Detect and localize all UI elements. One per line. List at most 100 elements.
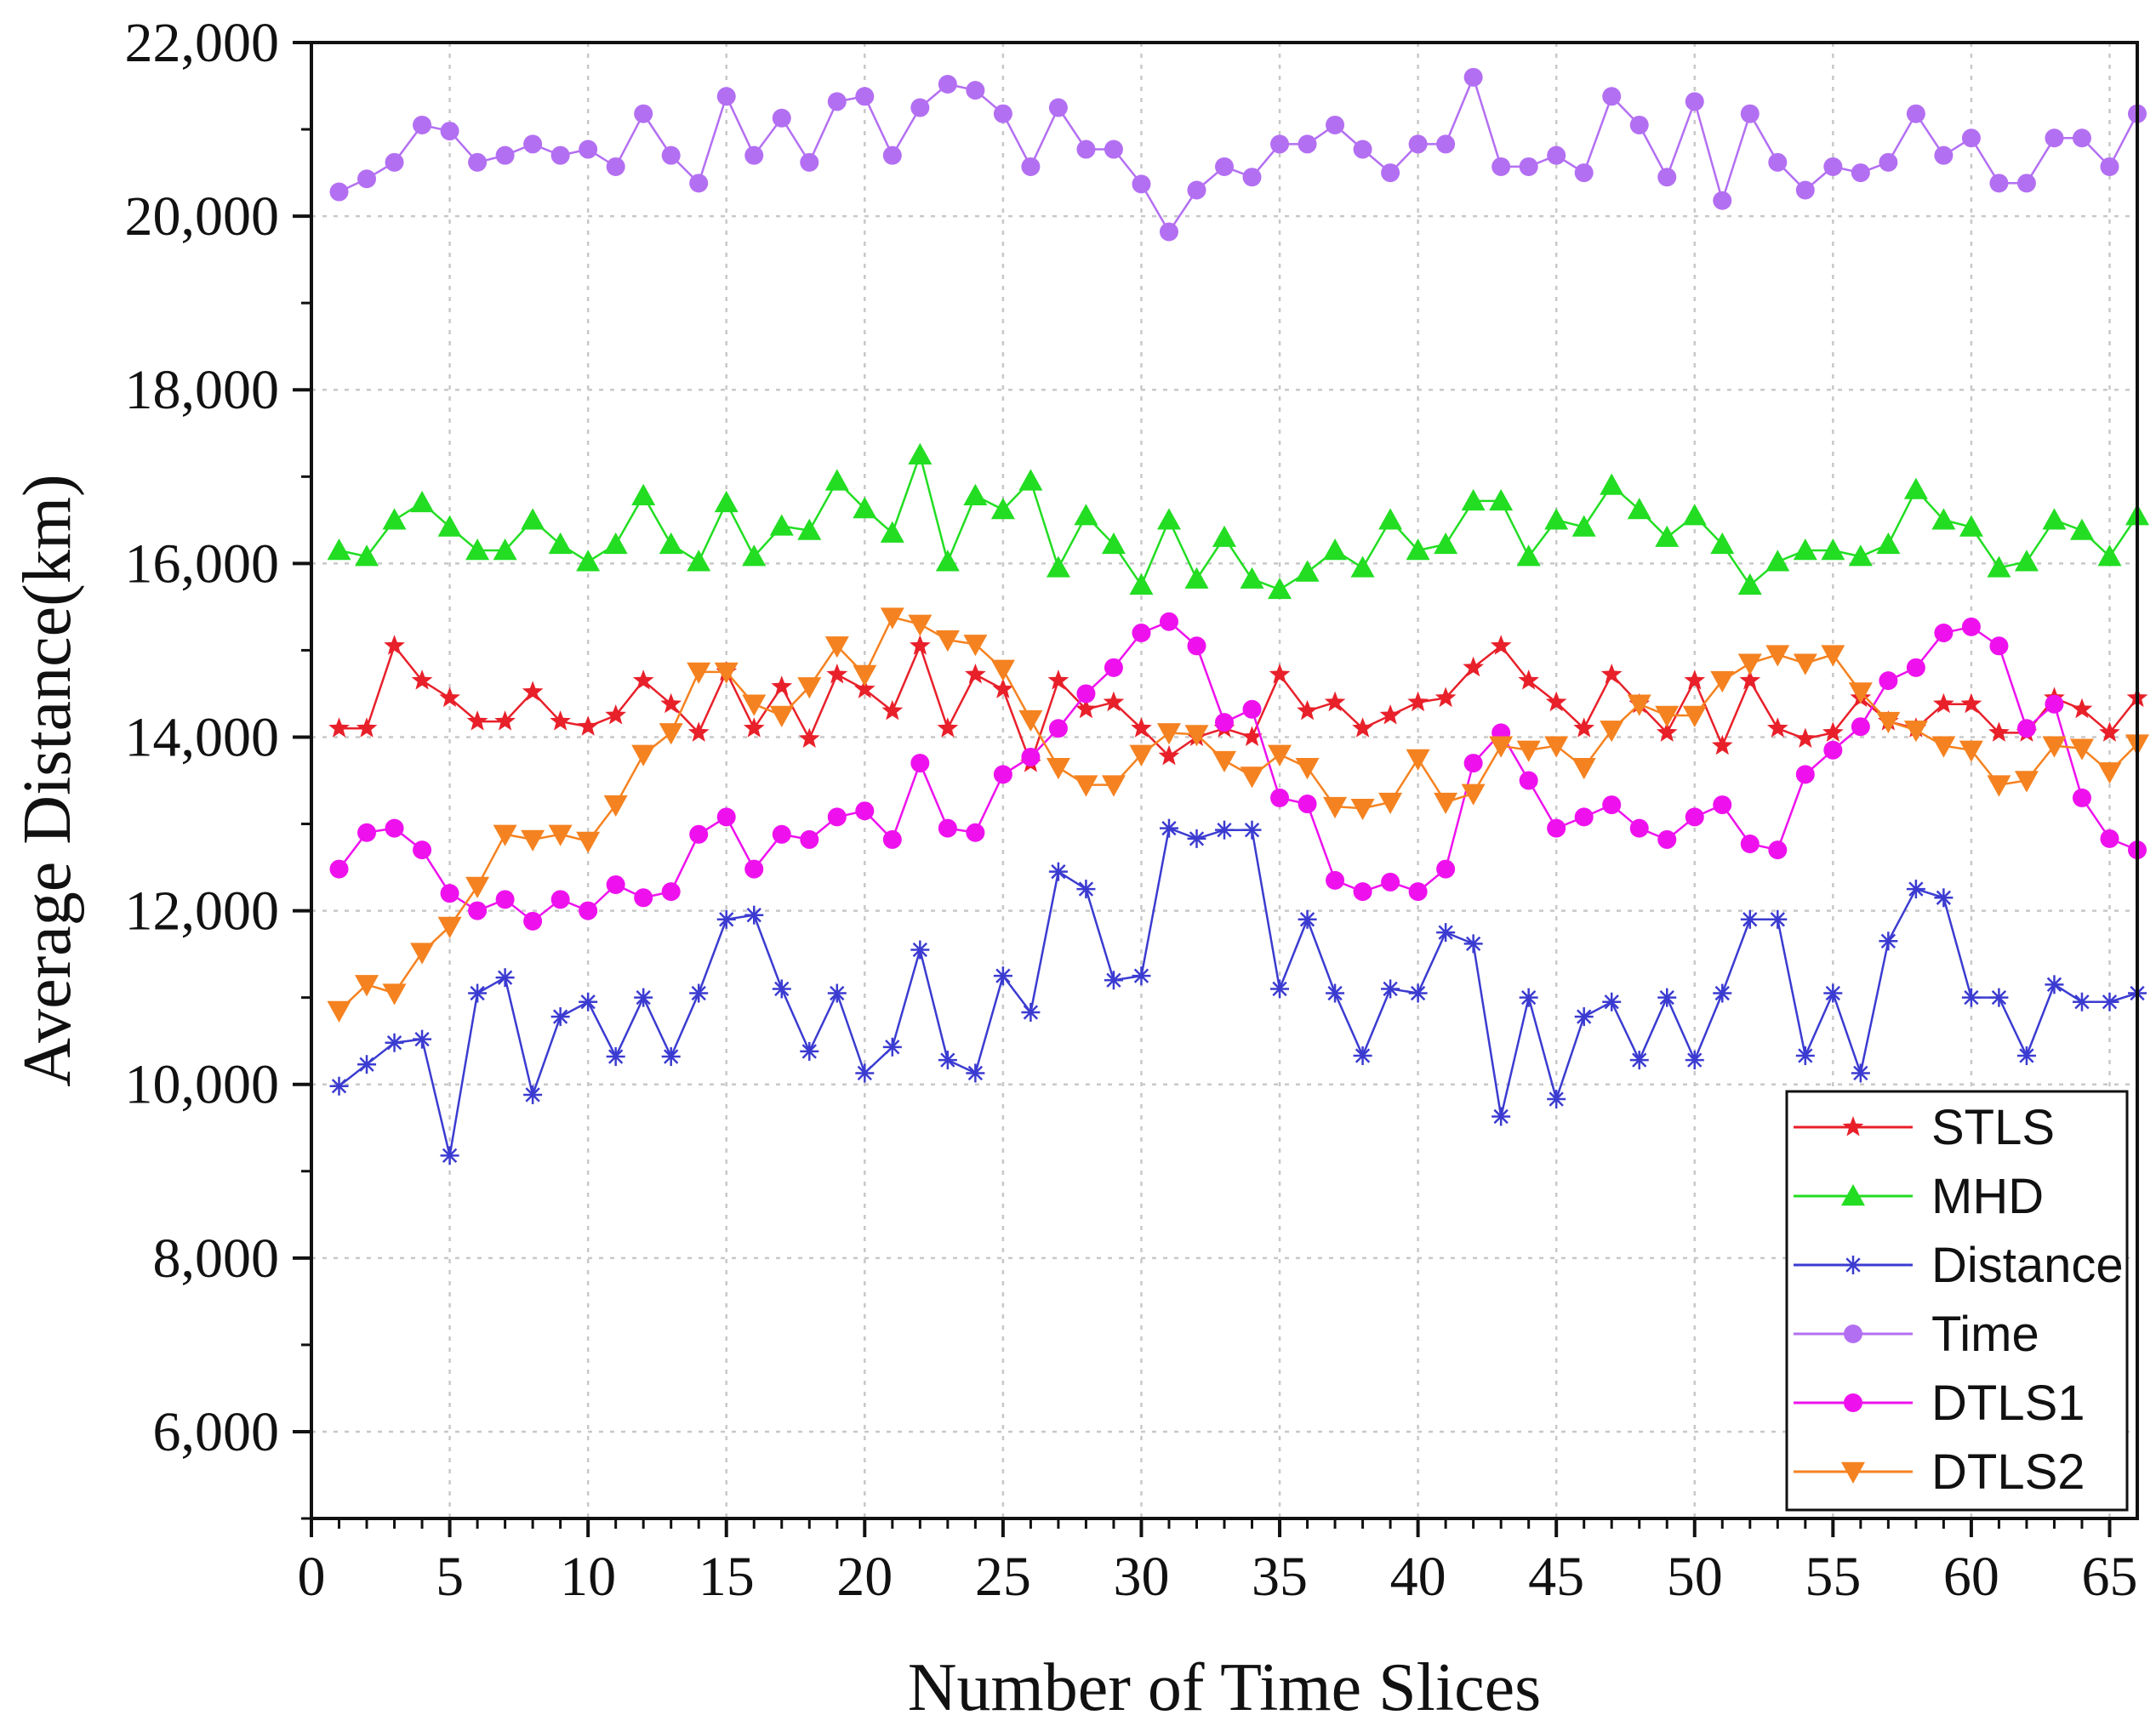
dtls2-point [1627,694,1651,716]
dtls1-point [1574,807,1594,827]
dtls2-point [437,916,462,938]
x-tick-label: 10 [560,1546,616,1608]
dtls2-point [1848,682,1873,704]
dtls2-point [1876,711,1901,734]
stls-point [1075,698,1097,719]
y-tick-label: 14,000 [125,706,280,768]
mhd-point [1544,508,1569,530]
stls-point [1463,656,1484,677]
dtls1-point [1132,624,1151,642]
dtls2-point [382,983,407,1006]
asterisk-stroke [331,1079,347,1094]
x-tick-label: 55 [1805,1546,1861,1608]
dtls2-point [1295,757,1320,780]
asterisk-stroke [1742,912,1758,927]
dtls1-point [1629,818,1649,838]
distance-point [1270,979,1290,999]
mhd-point [1876,532,1901,555]
dtls2-point [797,677,822,699]
distance-point [1159,818,1178,838]
mhd-point [1434,532,1458,555]
dtls2-point [1710,670,1735,693]
time-point [1989,174,2009,193]
mhd-point [1212,525,1236,547]
time-point [606,157,625,176]
distance-point [716,909,736,929]
distance-point [2072,992,2091,1011]
mhd-point [2014,550,2039,572]
mhd-point [935,550,960,572]
mhd-point [521,508,545,530]
stls-point [1297,699,1318,721]
stls-point [826,664,848,684]
mhd-point [410,490,435,513]
mhd-point [1931,508,1956,530]
x-tick-label: 30 [1113,1546,1169,1608]
stls-point [1379,704,1401,725]
legend-item-time: Time [1794,1307,2039,1362]
dtls1-point [413,840,432,860]
dtls2-point [908,614,933,636]
dtls1-point [855,801,875,821]
legend-swatch-marker [1841,1461,1865,1484]
distance-point [1906,880,1925,899]
dtls2-point [1516,740,1541,762]
y-tick-label: 12,000 [125,880,280,943]
legend-swatch-marker [1844,1256,1862,1274]
distance-point [1823,983,1843,1003]
stls-point [771,675,793,696]
asterisk-stroke [2074,994,2090,1010]
asterisk-stroke [359,1057,374,1072]
mhd-point [1350,555,1375,578]
dtls2-point [1406,749,1430,771]
dtls2-point [1793,653,1817,675]
time-point [1270,134,1290,154]
time-point [1132,174,1151,194]
asterisk-stroke [1604,994,1619,1010]
distance-point [966,1063,985,1083]
dtls1-point [1215,713,1234,732]
dtls1-point [1823,740,1843,760]
mhd-point [1600,473,1624,495]
distance-point [1187,829,1206,848]
stls-point [494,710,516,731]
time-point [1326,115,1345,134]
asterisk-stroke [636,989,651,1006]
mhd-point [1987,555,2011,578]
dtls1-point [579,901,598,920]
dtls1-point [2016,719,2036,738]
distance-point [1242,820,1262,840]
stls-point [550,710,571,731]
series-time [329,67,2147,242]
time-point [910,98,930,117]
asterisk-stroke [1106,972,1121,988]
mhd-point [631,483,656,505]
stls-point [356,717,378,738]
stls-point [1960,692,1982,714]
distance-point [1381,979,1400,999]
dtls1-point [1657,829,1677,849]
asterisk-stroke [1936,890,1952,905]
stls-point [660,692,682,714]
dtls1-point [1436,859,1456,879]
asterisk-stroke [1438,925,1453,940]
mhd-point [1489,488,1514,511]
asterisk-stroke [719,912,734,927]
legend-swatch-marker [1844,1393,1862,1412]
axes: 0 5 10 15 20 25 30 35 40 45 50 55 60 65 6,000 8,000 10,0… [125,12,2138,1608]
mhd-point [1571,515,1596,537]
time-point [523,134,543,154]
stls-point [1711,734,1733,755]
legend-label: DTLS1 [1931,1376,2085,1431]
distance-point [1215,820,1234,840]
mhd-point [1848,544,1873,567]
dtls2-point [769,705,794,727]
stls-point [1434,687,1457,708]
asterisk-stroke [1687,1052,1703,1068]
stls-point [1794,727,1817,748]
distance-point [495,968,515,988]
dtls1-point [1906,658,1925,677]
stls-point [1573,717,1595,738]
mhd-point [1156,508,1181,530]
time-point [1823,157,1843,176]
